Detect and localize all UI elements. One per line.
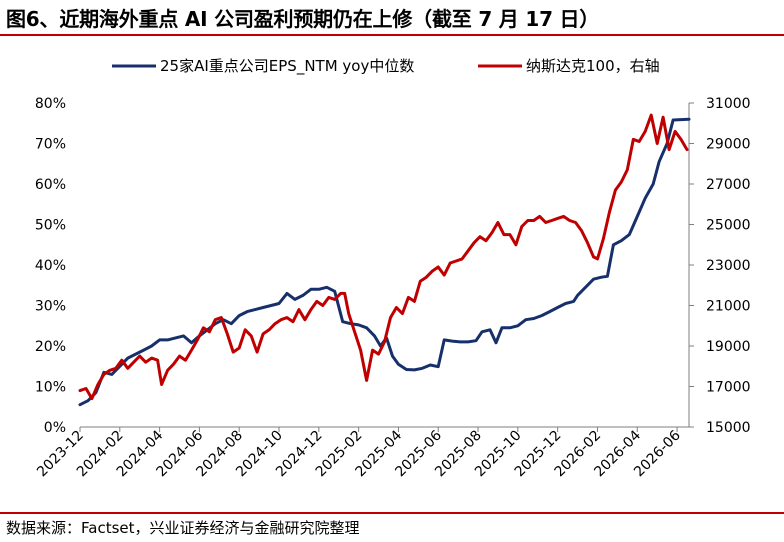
chart-axes: 0% 10% 20% 30% 40% 50% 60% 70% 80% 15000 17000 1900…	[34, 96, 750, 480]
y-left-tick-label: 10%	[35, 380, 66, 396]
y-right-tick-label: 15000	[706, 420, 751, 436]
series-line-eps-yoy	[78, 117, 691, 407]
chart-legend: 25家AI重点公司EPS_NTM yoy中位数 纳斯达克100，右轴	[112, 57, 660, 76]
source-rule	[0, 512, 784, 514]
y-right-tick-label: 29000	[706, 137, 751, 153]
y-left-tick-label: 20%	[35, 339, 66, 355]
figure-title: 图6、近期海外重点 AI 公司盈利预期仍在上修（截至 7 月 17 日）	[6, 7, 600, 31]
y-right-tick-label: 17000	[706, 380, 751, 396]
y-left-tick-label: 30%	[35, 299, 66, 315]
y-right-tick-label: 31000	[706, 96, 751, 112]
chart-series	[78, 113, 691, 407]
line-chart: 25家AI重点公司EPS_NTM yoy中位数 纳斯达克100，右轴 0% 10%…	[34, 57, 750, 480]
legend-label-nasdaq: 纳斯达克100，右轴	[526, 57, 660, 75]
y-left-tick-label: 60%	[35, 177, 66, 193]
y-right-tick-label: 21000	[706, 299, 751, 315]
y-right-tick-label: 27000	[706, 177, 751, 193]
y-left-tick-label: 50%	[35, 218, 66, 234]
source-note: 数据来源：Factset，兴业证券经济与金融研究院整理	[6, 519, 360, 537]
y-left-tick-label: 40%	[35, 258, 66, 274]
title-rule	[0, 34, 784, 36]
y-left-tick-label: 80%	[35, 96, 66, 112]
y-right-tick-label: 19000	[706, 339, 751, 355]
y-right-tick-label: 25000	[706, 218, 751, 234]
y-right-tick-label: 23000	[706, 258, 751, 274]
legend-label-eps: 25家AI重点公司EPS_NTM yoy中位数	[160, 57, 414, 76]
y-left-tick-label: 70%	[35, 137, 66, 153]
y-left-tick-label: 0%	[44, 420, 66, 436]
series-line-nasdaq100	[78, 113, 689, 401]
